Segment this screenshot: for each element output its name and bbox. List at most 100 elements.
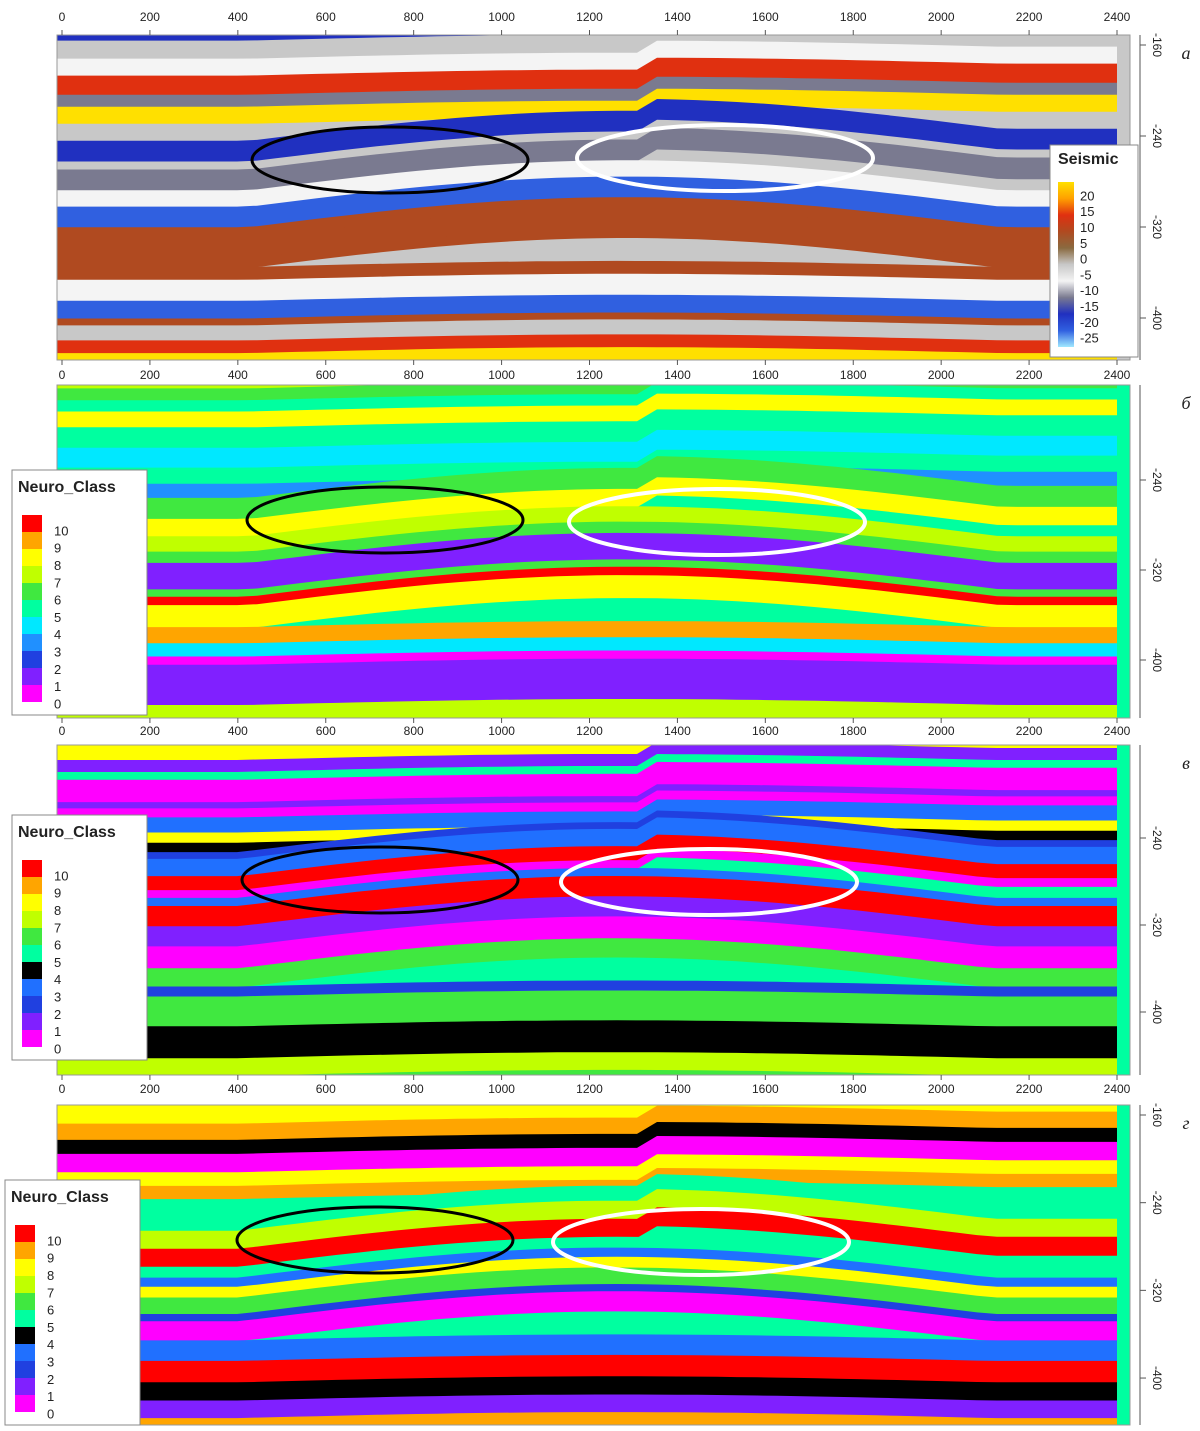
- y-tick-label: -400: [1150, 1000, 1164, 1024]
- plot-area: [57, 35, 1130, 360]
- legend-label: 5: [47, 1320, 54, 1335]
- x-tick-label: 1000: [488, 368, 515, 382]
- section-stripe: [57, 1291, 1117, 1342]
- section-stripe: [57, 1020, 1117, 1048]
- legend-title: Neuro_Class: [18, 479, 116, 496]
- section-stripe: [57, 1394, 1117, 1420]
- legend-swatch: [22, 928, 42, 945]
- section-stripe: [57, 1247, 1117, 1288]
- legend-label: 5: [1080, 236, 1087, 251]
- section-stripe: [57, 1052, 1117, 1075]
- legend-title: Neuro_Class: [18, 824, 116, 841]
- section-stripe: [57, 76, 1117, 108]
- legend-swatch: [15, 1344, 35, 1361]
- section-stripe: [57, 784, 1117, 810]
- legend-label: 9: [47, 1251, 54, 1266]
- x-tick-label: 2200: [1016, 724, 1043, 738]
- section-stripe: [57, 319, 1117, 342]
- x-tick-label: 2400: [1104, 724, 1131, 738]
- legend-swatch: [22, 894, 42, 911]
- x-tick-label: 800: [404, 1082, 424, 1096]
- x-tick-label: 1600: [752, 1082, 779, 1096]
- black-ellipse: [235, 1205, 515, 1275]
- legend-swatch: [15, 1293, 35, 1310]
- section-stripe: [57, 790, 1117, 819]
- legend-swatch: [22, 583, 42, 600]
- section-stripe: [57, 273, 1117, 302]
- x-tick-label: 1800: [840, 368, 867, 382]
- section-stripe: [57, 916, 1117, 970]
- legend-label: 7: [47, 1285, 54, 1300]
- section-stripe: [57, 1334, 1117, 1362]
- white-ellipse: [551, 1207, 851, 1277]
- section-stripe: [277, 1069, 954, 1075]
- section-stripe: [57, 176, 1117, 229]
- x-tick-label: 0: [59, 10, 66, 24]
- legend-label: 6: [54, 938, 61, 953]
- legend-swatch: [22, 945, 42, 962]
- section-stripe: [57, 409, 1117, 449]
- legend-title: Seismic: [1058, 151, 1119, 168]
- legend-label: 6: [47, 1303, 54, 1318]
- legend-label: 3: [47, 1355, 54, 1370]
- panel-label: б: [1181, 393, 1191, 413]
- x-tick-label: 1600: [752, 724, 779, 738]
- section-stripe: [57, 1105, 1117, 1141]
- legend-swatch: [22, 1013, 42, 1030]
- section-stripe: [57, 768, 1117, 804]
- section-stripe: [57, 745, 1117, 773]
- section-stripe: [57, 1267, 1117, 1315]
- section-stripe: [57, 160, 1117, 208]
- y-tick-label: -400: [1150, 1366, 1164, 1390]
- section-stripe: [57, 521, 1117, 564]
- legend-swatch: [22, 617, 42, 634]
- section-stripe: [57, 761, 1117, 787]
- section-stripe: [57, 1174, 1117, 1232]
- section-stripe: [57, 506, 1117, 553]
- x-tick-label: 400: [228, 1082, 248, 1096]
- legend-label: -5: [1080, 267, 1092, 282]
- y-tick-label: -320: [1150, 558, 1164, 582]
- section-stripe: [57, 678, 1117, 706]
- legend-label: 0: [47, 1406, 54, 1421]
- section-stripe: [57, 575, 1117, 629]
- legend-swatch: [22, 996, 42, 1013]
- section-stripe: [57, 294, 1117, 320]
- x-tick-label: 600: [316, 368, 336, 382]
- section-stripe: [57, 810, 1117, 860]
- section-stripe: [57, 938, 1117, 988]
- legend-label: 15: [1080, 204, 1094, 219]
- x-tick-label: 200: [140, 1082, 160, 1096]
- x-tick-label: 2400: [1104, 368, 1131, 382]
- panel-label: г: [1182, 1113, 1189, 1133]
- legend-label: 0: [54, 1041, 61, 1056]
- legend-swatch: [22, 668, 42, 685]
- x-tick-label: 2200: [1016, 10, 1043, 24]
- x-tick-label: 0: [59, 724, 66, 738]
- legend-swatch: [22, 1030, 42, 1047]
- section-stripe: [57, 334, 1117, 355]
- black-ellipse: [240, 845, 520, 915]
- x-tick-label: 1000: [488, 10, 515, 24]
- x-tick-label: 200: [140, 10, 160, 24]
- x-tick-label: 1000: [488, 724, 515, 738]
- section-stripe: [57, 1122, 1117, 1155]
- section-stripe: [57, 35, 1117, 60]
- legend-swatch: [15, 1378, 35, 1395]
- x-tick-label: 400: [228, 724, 248, 738]
- legend-label: 0: [54, 696, 61, 711]
- section-stripe: [57, 197, 1117, 241]
- legend-swatch: [15, 1327, 35, 1344]
- legend-swatch: [22, 962, 42, 979]
- legend-swatch: [15, 1242, 35, 1259]
- section-stripe: [57, 834, 1117, 892]
- section-stripe: [57, 1426, 1117, 1431]
- legend-label: 8: [54, 558, 61, 573]
- x-tick-label: 1400: [664, 10, 691, 24]
- x-tick-label: 1400: [664, 1082, 691, 1096]
- x-tick-label: 1800: [840, 10, 867, 24]
- legend-swatch: [22, 532, 42, 549]
- legend-title: Neuro_Class: [11, 1189, 109, 1206]
- y-tick-label: -400: [1150, 648, 1164, 672]
- x-tick-label: 400: [228, 10, 248, 24]
